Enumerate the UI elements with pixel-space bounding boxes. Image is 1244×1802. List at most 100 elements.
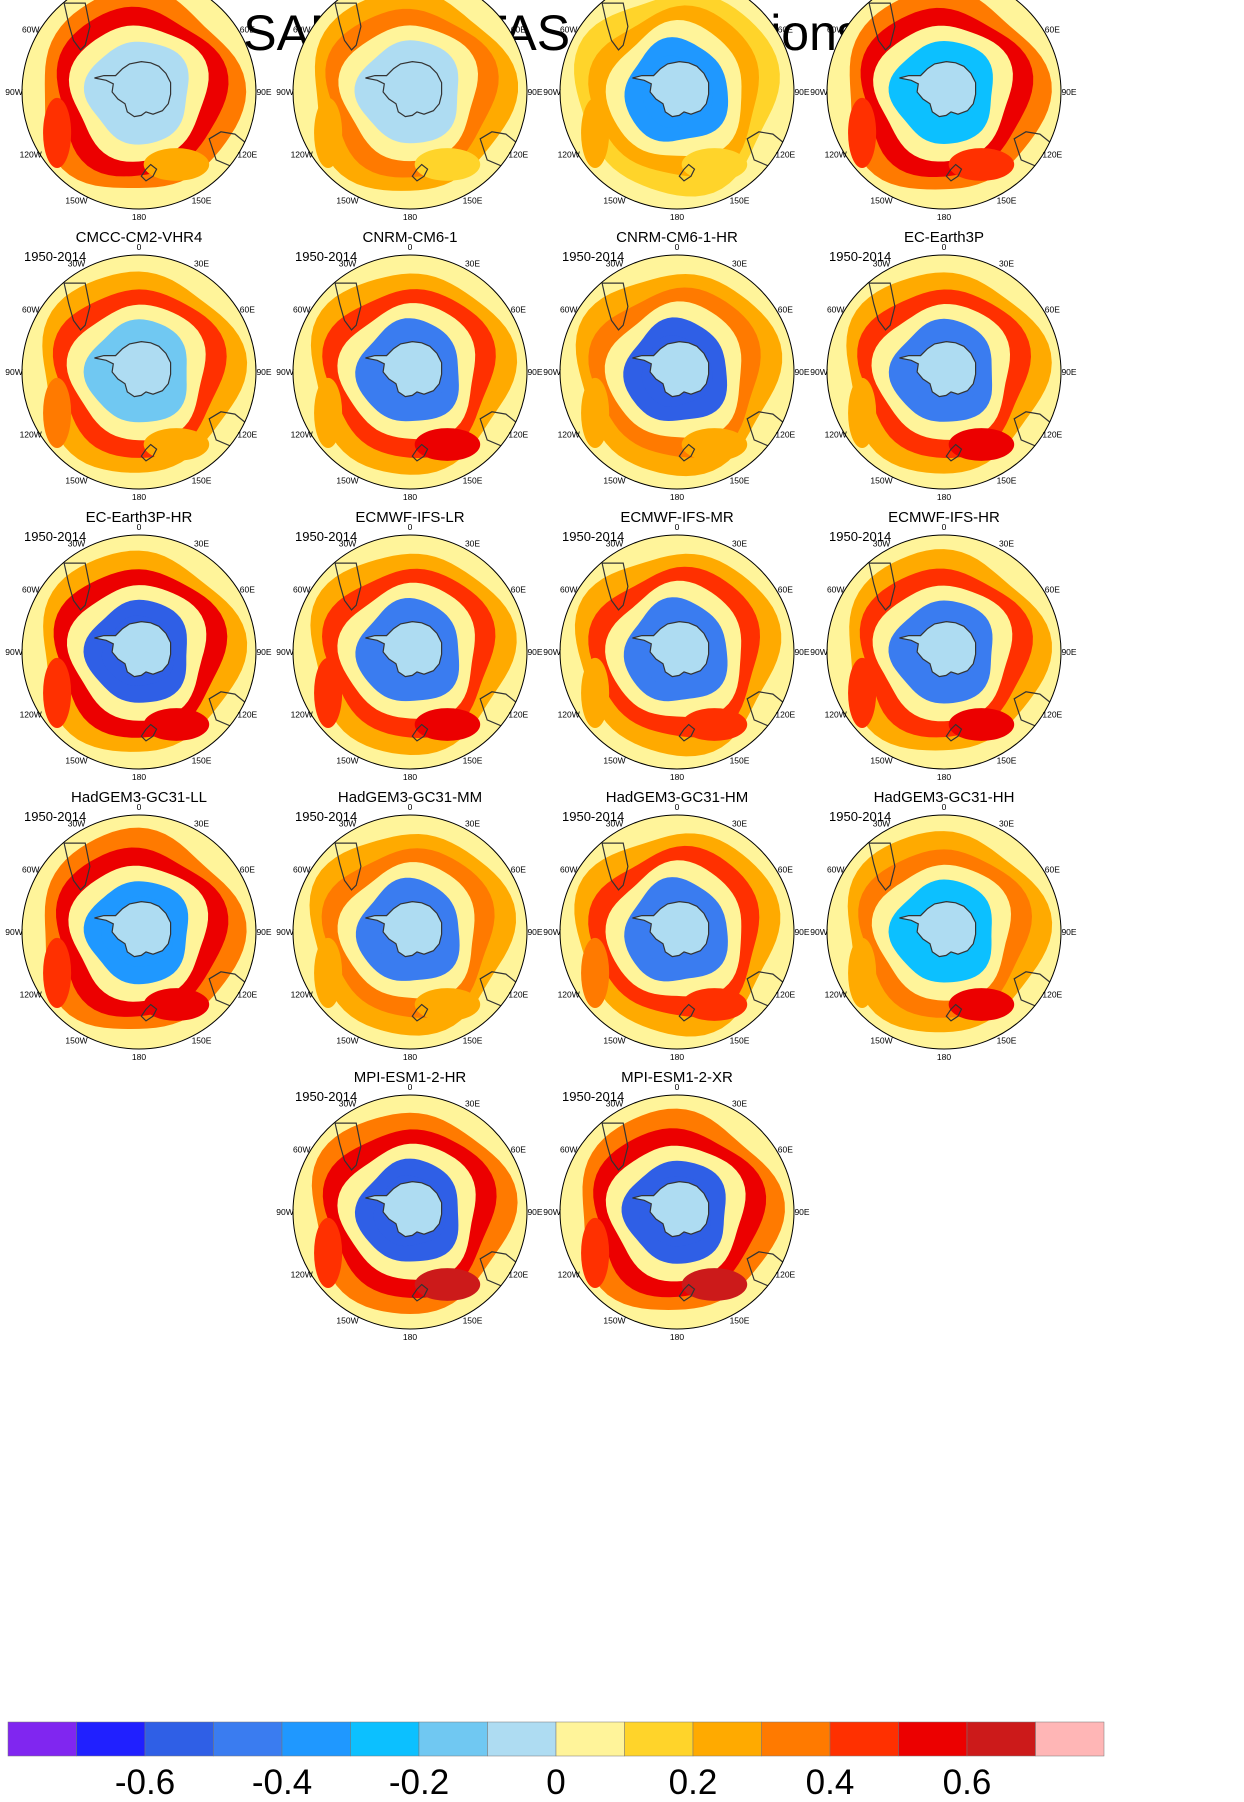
regression-field <box>827 255 1061 489</box>
longitude-label: 30W <box>339 259 356 269</box>
longitude-label: 90W <box>276 647 293 657</box>
longitude-label: 60E <box>778 1145 793 1155</box>
map-border <box>21 814 257 1050</box>
longitude-label: 150W <box>870 195 892 205</box>
new-zealand-coast <box>411 443 429 462</box>
longitude-label: 90E <box>256 367 271 377</box>
longitude-label: 60W <box>560 585 577 595</box>
longitude-label: 150E <box>463 1315 483 1325</box>
longitude-label: 120W <box>291 150 313 160</box>
panel-title: ECMWF-IFS-LR <box>355 509 464 526</box>
longitude-label: 150W <box>336 195 358 205</box>
longitude-label: 150W <box>603 195 625 205</box>
longitude-label: 90W <box>5 367 22 377</box>
new-zealand-coast <box>411 1003 429 1022</box>
map-panel: MPI-ESM1-2-XR 1950-2014 0 30E 60E 90E 120E 150E… <box>543 1069 810 1342</box>
longitude-label: 60W <box>293 305 310 315</box>
longitude-label: 90E <box>794 927 809 937</box>
longitude-label: 120W <box>825 990 847 1000</box>
map-border <box>826 814 1062 1050</box>
longitude-label: 60E <box>1045 25 1060 35</box>
longitude-label: 30W <box>339 819 356 829</box>
longitude-label: 60W <box>560 305 577 315</box>
longitude-label: 60E <box>240 865 255 875</box>
colorbar-swatch <box>350 1721 420 1757</box>
panel-period: 1950-2014 <box>24 809 86 824</box>
longitude-label: 180 <box>670 1332 684 1342</box>
longitude-label: 150W <box>870 1035 892 1045</box>
longitude-label: 60W <box>293 585 310 595</box>
longitude-label: 60W <box>22 865 39 875</box>
longitude-label: 60E <box>511 1145 526 1155</box>
longitude-label: 120W <box>558 430 580 440</box>
longitude-label: 90W <box>276 87 293 97</box>
longitude-label: 150E <box>463 755 483 765</box>
panel-period: 1950-2014 <box>24 529 86 544</box>
map-panel: HadISST_TS / GISTEMP.anom_TAS1950-201403… <box>276 0 543 222</box>
south-america-coast <box>334 842 362 891</box>
longitude-label: 120E <box>508 1270 528 1280</box>
south-america-coast <box>601 282 629 331</box>
colorbar-swatch <box>624 1721 694 1757</box>
longitude-label: 60W <box>827 305 844 315</box>
longitude-label: 90E <box>794 87 809 97</box>
antarctica-landmass <box>365 620 443 678</box>
map-border <box>292 254 528 490</box>
longitude-label: 90W <box>810 647 827 657</box>
antarctica-landmass <box>632 900 710 958</box>
longitude-label: 180 <box>670 212 684 222</box>
south-america-coast <box>868 2 896 51</box>
regression-field <box>293 1095 527 1329</box>
longitude-label: 60E <box>511 865 526 875</box>
longitude-label: 0 <box>137 522 142 532</box>
longitude-label: 120W <box>20 990 42 1000</box>
colorbar-tick-label: 0.2 <box>669 1763 718 1802</box>
longitude-label: 60E <box>1045 305 1060 315</box>
map-panel: CNRM-CM6-1 1950-2014 0 30E 60E 90E 120E 150E 180… <box>276 229 543 502</box>
panel-title: EC-Earth3P <box>904 229 984 246</box>
longitude-label: 150W <box>65 475 87 485</box>
south-america-coast <box>601 562 629 611</box>
panel-title: HadGEM3-GC31-MM <box>338 789 482 806</box>
south-america-coast <box>63 2 91 51</box>
antarctica-landmass <box>899 620 977 678</box>
longitude-label: 150W <box>65 195 87 205</box>
longitude-label: 120W <box>825 430 847 440</box>
longitude-label: 90E <box>256 927 271 937</box>
map-panel: ERA5_TS / ERA5_TAS1979-2014030E60E90E120… <box>543 0 810 222</box>
longitude-label: 90W <box>5 927 22 937</box>
longitude-label: 120E <box>237 150 257 160</box>
longitude-label: 30E <box>732 259 747 269</box>
antarctica-landmass <box>899 60 977 118</box>
longitude-label: 120E <box>1042 150 1062 160</box>
longitude-label: 30W <box>606 259 623 269</box>
longitude-label: 30W <box>606 539 623 549</box>
map-border <box>826 534 1062 770</box>
panel-period: 1950-2014 <box>829 249 891 264</box>
map-border <box>292 0 528 210</box>
longitude-label: 90E <box>1061 87 1076 97</box>
longitude-label: 0 <box>137 802 142 812</box>
map-panel: HadGEM3-GC31-HH 1950-2014 0 30E 60E 90E 120E 15… <box>810 789 1077 1062</box>
longitude-label: 30W <box>873 539 890 549</box>
longitude-label: 90W <box>5 87 22 97</box>
longitude-label: 180 <box>937 492 951 502</box>
longitude-label: 120E <box>775 150 795 160</box>
longitude-label: 150E <box>192 1035 212 1045</box>
longitude-label: 60E <box>778 865 793 875</box>
longitude-label: 120W <box>558 1270 580 1280</box>
antarctica-landmass <box>94 620 172 678</box>
longitude-label: 0 <box>408 242 413 252</box>
regression-field <box>560 815 794 1049</box>
south-america-coast <box>63 842 91 891</box>
longitude-label: 30E <box>999 819 1014 829</box>
map-panel: CNRM-CM6-1-HR 1950-2014 0 30E 60E 90E 120E 150E… <box>543 229 810 502</box>
longitude-label: 30W <box>873 259 890 269</box>
longitude-label: 150W <box>603 475 625 485</box>
longitude-label: 60W <box>560 865 577 875</box>
longitude-label: 90W <box>543 927 560 937</box>
new-zealand-coast <box>411 723 429 742</box>
panel-period: 1950-2014 <box>295 529 357 544</box>
panel-period: 1950-2014 <box>562 1089 624 1104</box>
